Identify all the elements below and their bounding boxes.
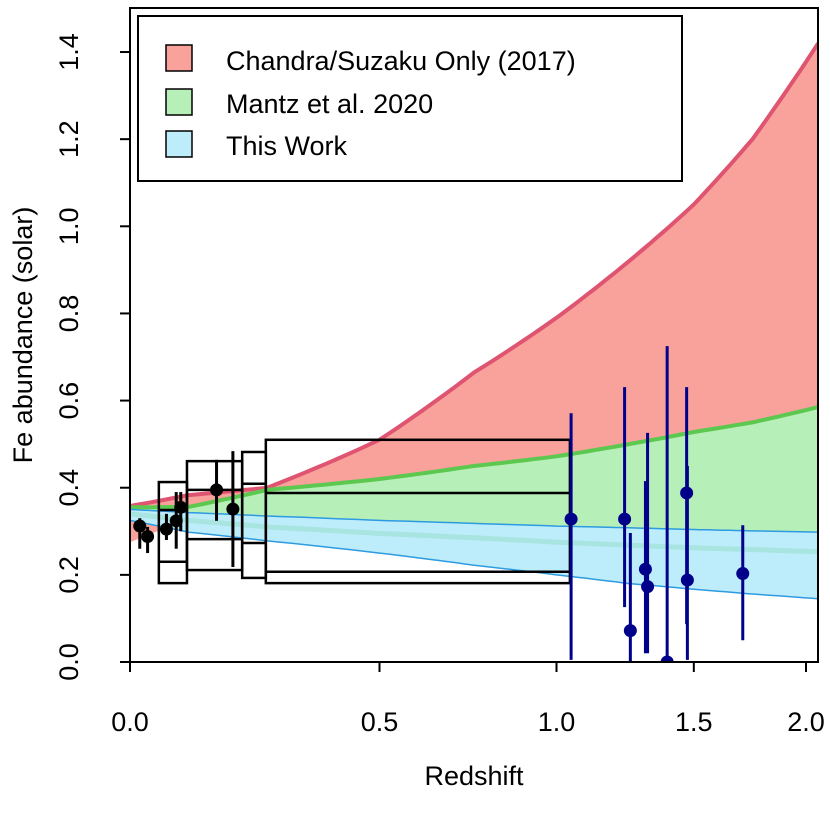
legend-swatch-this-work: [165, 130, 193, 158]
data-point-1-8: [736, 567, 750, 581]
y-tick-label-3: 0.6: [54, 382, 84, 420]
axes: 0.0 0.5 1.0 1.5 2.0 0.0 0.2 0.4 0.6 0.8 1.0 1.2 1.4: [54, 33, 825, 737]
legend-label-chandra: Chandra/Suzaku Only (2017): [226, 46, 576, 76]
y-tick-label-0: 0.0: [54, 643, 84, 681]
data-point-0-1: [141, 530, 155, 544]
band-center-line-this-work: [130, 511, 818, 555]
x-tick-label-1: 0.5: [361, 707, 399, 737]
legend-label-mantz: Mantz et al. 2020: [226, 89, 433, 119]
data-point-0-5: [210, 483, 224, 497]
y-tick-label-1: 0.2: [54, 556, 84, 594]
y-axis-label: Fe abundance (solar): [8, 207, 38, 464]
legend-box: [137, 15, 683, 182]
data-point-0-2: [159, 522, 173, 536]
band-lower-line-this-work: [130, 519, 818, 600]
band-upper-line-mantz: [130, 405, 818, 510]
data-point-1-2: [623, 624, 637, 638]
x-axis-label: Redshift: [424, 761, 524, 791]
y-tick-label-5: 1.0: [54, 208, 84, 246]
legend: Chandra/Suzaku Only (2017) Mantz et al. …: [137, 15, 683, 182]
band-chandra: [130, 43, 818, 543]
data-point-0-4: [174, 500, 188, 514]
data-point-1-1: [618, 512, 632, 526]
y-tick-label-6: 1.2: [54, 120, 84, 158]
legend-swatch-mantz: [165, 88, 193, 116]
data-point-1-7: [680, 573, 694, 587]
data-point-1-5: [660, 655, 674, 662]
data-point-1-3: [638, 562, 652, 576]
y-tick-label-2: 0.4: [54, 469, 84, 507]
data-point-1-4: [641, 580, 655, 594]
plot-frame: [129, 7, 819, 663]
data-point-1-0: [564, 512, 578, 526]
x-tick-label-4: 2.0: [787, 707, 825, 737]
x-tick-label-3: 1.5: [675, 707, 713, 737]
plot-area: [130, 42, 818, 662]
legend-swatch-chandra: [165, 44, 193, 72]
x-tick-label-0: 0.0: [111, 707, 149, 737]
y-tick-label-7: 1.4: [54, 33, 84, 71]
data-point-0-0: [133, 519, 147, 533]
x-tick-label-2: 1.0: [538, 707, 576, 737]
y-tick-label-4: 0.8: [54, 295, 84, 333]
legend-label-this-work: This Work: [226, 131, 348, 161]
band-upper-line-chandra: [130, 42, 818, 508]
data-point-0-6: [226, 502, 240, 516]
